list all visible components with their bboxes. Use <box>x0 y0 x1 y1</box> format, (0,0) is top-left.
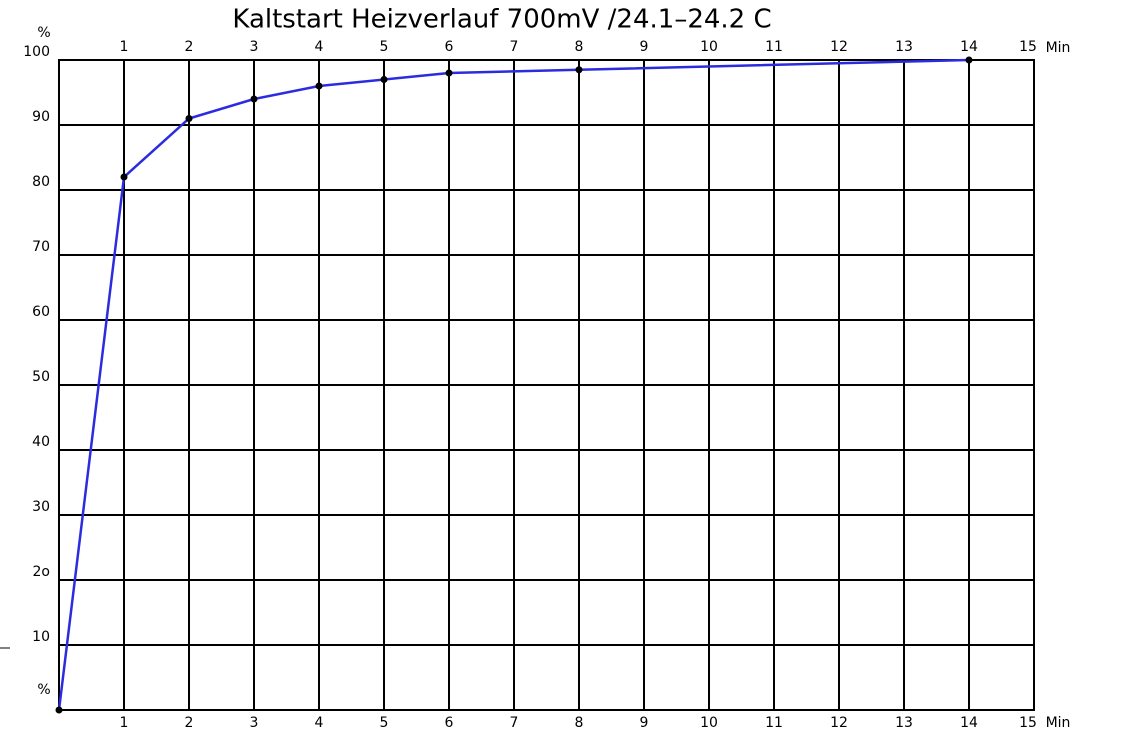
x-tick-label: 7 <box>510 715 519 731</box>
y-axis-label: % <box>37 682 50 698</box>
x-tick-label: 4 <box>315 39 324 55</box>
x-tick-label: 11 <box>765 715 783 731</box>
x-tick-label: 8 <box>575 715 584 731</box>
data-point <box>120 173 128 181</box>
y-tick-label: 60 <box>32 304 50 320</box>
x-tick-label: 10 <box>700 715 718 731</box>
x-tick-label: 15 <box>1019 715 1037 731</box>
y-tick-label: 70 <box>32 239 50 255</box>
y-tick-label: 100 <box>23 44 50 60</box>
x-axis-label: Min <box>1046 40 1071 56</box>
x-tick-label: 5 <box>380 39 389 55</box>
x-tick-label: 12 <box>830 39 848 55</box>
x-tick-label: 1 <box>120 39 129 55</box>
y-tick-label: 2o <box>33 564 50 580</box>
data-point <box>315 82 323 90</box>
y-tick-label: 90 <box>32 109 50 125</box>
x-tick-label: 14 <box>960 39 978 55</box>
x-tick-label: 13 <box>895 39 913 55</box>
x-tick-label: 6 <box>445 715 454 731</box>
x-tick-label: 9 <box>640 39 649 55</box>
x-tick-label: 3 <box>250 39 259 55</box>
x-tick-label: 15 <box>1019 39 1037 55</box>
y-tick-label: 50 <box>32 369 50 385</box>
x-tick-label: 5 <box>380 715 389 731</box>
y-axis-label: % <box>37 25 50 41</box>
x-tick-label: 12 <box>830 715 848 731</box>
x-tick-label: 14 <box>960 715 978 731</box>
data-point <box>380 76 388 83</box>
x-tick-label: 1 <box>120 715 129 731</box>
x-tick-label: 11 <box>765 39 783 55</box>
x-tick-label: 9 <box>640 715 649 731</box>
x-tick-label: 7 <box>510 39 519 55</box>
x-tick-label: 2 <box>185 39 194 55</box>
data-point <box>185 115 193 122</box>
data-point <box>250 95 258 103</box>
data-point <box>445 69 453 77</box>
data-point <box>965 56 973 64</box>
x-tick-label: 10 <box>700 39 718 55</box>
y-tick-label: 80 <box>32 174 50 190</box>
x-tick-label: 4 <box>315 715 324 731</box>
x-axis-label: Min <box>1046 715 1071 731</box>
y-tick-label: 40 <box>32 434 50 450</box>
y-tick-label: 30 <box>32 499 50 515</box>
chart-title: Kaltstart Heizverlauf 700mV /24.1–24.2 C <box>232 5 771 35</box>
x-tick-label: 13 <box>895 715 913 731</box>
x-tick-label: 3 <box>250 715 259 731</box>
y-tick-label: 10 <box>32 629 50 645</box>
data-point <box>55 706 63 714</box>
x-tick-label: 8 <box>575 39 584 55</box>
data-point <box>575 66 583 74</box>
x-tick-label: 2 <box>185 715 194 731</box>
x-tick-label: 6 <box>445 39 454 55</box>
